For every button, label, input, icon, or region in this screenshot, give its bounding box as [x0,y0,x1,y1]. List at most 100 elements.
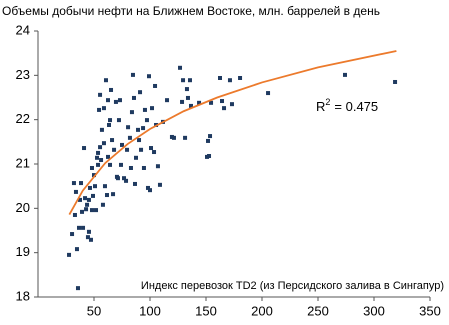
scatter-point [118,162,123,167]
scatter-point [144,118,149,123]
scatter-point [84,207,89,212]
scatter-point [131,95,136,100]
scatter-point [88,237,93,242]
scatter-point [104,193,109,198]
scatter-point [180,99,185,104]
scatter-point [108,162,113,167]
scatter-point [150,106,155,111]
scatter-point [97,107,102,112]
scatter-point [132,181,137,186]
scatter-point [142,107,147,112]
scatter-point [137,138,142,143]
scatter-point [127,135,132,140]
scatter-point [129,110,134,115]
annotation-superscript: 2 [325,97,330,107]
scatter-point [146,74,151,79]
annotation-value: = 0.475 [334,99,378,114]
scatter-point [82,146,87,151]
scatter-point [266,91,271,96]
scatter-point [124,178,129,183]
scatter-point [165,98,170,103]
scatter-point [141,126,146,131]
x-axis-label: Индекс перевозок TD2 (из Персидского зал… [141,280,444,292]
scatter-point [206,138,211,143]
scatter-point [71,181,76,186]
scatter-point [76,225,81,230]
y-tick-label: 24 [16,22,30,37]
trend-line [68,50,397,215]
scatter-point [67,252,72,257]
scatter-point [122,176,127,181]
scatter-point [89,165,94,170]
scatter-point [93,184,98,189]
scatter-point [205,154,210,159]
y-tick-label: 18 [16,288,30,303]
scatter-point [73,189,78,194]
scatter-point [75,286,80,291]
r-squared-annotation: R2 = 0.475 [316,97,378,114]
scatter-point [78,197,82,202]
scatter-point [136,127,141,132]
scatter-point [96,162,101,167]
scatter-point [106,98,110,103]
scatter-point [197,100,202,105]
scatter-point [126,125,131,130]
scatter-point [208,134,213,139]
scatter-point [100,202,105,207]
y-tick-label: 20 [16,200,30,215]
x-tick-label: 350 [419,303,441,318]
scatter-point [115,176,120,181]
scatter-point [106,154,110,159]
scatter-point [79,181,84,186]
scatter-point [188,103,193,108]
scatter-point [229,102,234,107]
scatter-point [72,212,77,217]
scatter-point [98,145,103,150]
scatter-point [155,164,160,169]
x-tick-label: 300 [363,303,385,318]
scatter-point [102,184,107,189]
scatter-point [183,135,188,140]
scatter-point [149,146,154,151]
scatter-point [94,208,99,213]
scatter-point [98,92,103,97]
scatter-point [70,232,75,237]
x-tick-label: 250 [307,303,329,318]
scatter-point [125,147,130,152]
scatter-point [184,87,189,92]
scatter-point [218,75,222,80]
x-tick-label: 150 [195,303,217,318]
y-tick-label: 19 [16,244,30,259]
scatter-point [101,141,106,146]
scatter-point [342,72,347,77]
scatter-point [112,147,117,152]
scatter-point [90,193,95,198]
scatter-point [209,100,214,105]
scatter-point [95,155,100,160]
scatter-point [153,83,158,88]
x-tick-label: 200 [251,303,273,318]
scatter-point [87,185,92,190]
scatter-point [157,182,162,187]
scatter-point [141,165,146,170]
scatter-point [393,79,398,84]
scatter-point [83,196,88,201]
scatter-point [169,134,174,139]
scatter-point [152,150,157,155]
scatter-point [116,118,121,123]
scatter-point [171,135,176,140]
scatter-point [117,98,122,103]
scatter-point [74,247,79,252]
scatter-point [103,78,108,83]
scatter-point [108,118,113,123]
scatter-point [134,155,138,160]
x-tick-label: 50 [87,303,101,318]
scatter-point [178,65,183,70]
x-tick-label: 100 [139,303,161,318]
scatter-point [99,127,104,132]
scatter-point [130,72,135,77]
scatter-point [220,99,225,104]
scatter-point [107,122,112,127]
scatter-point [80,209,85,214]
